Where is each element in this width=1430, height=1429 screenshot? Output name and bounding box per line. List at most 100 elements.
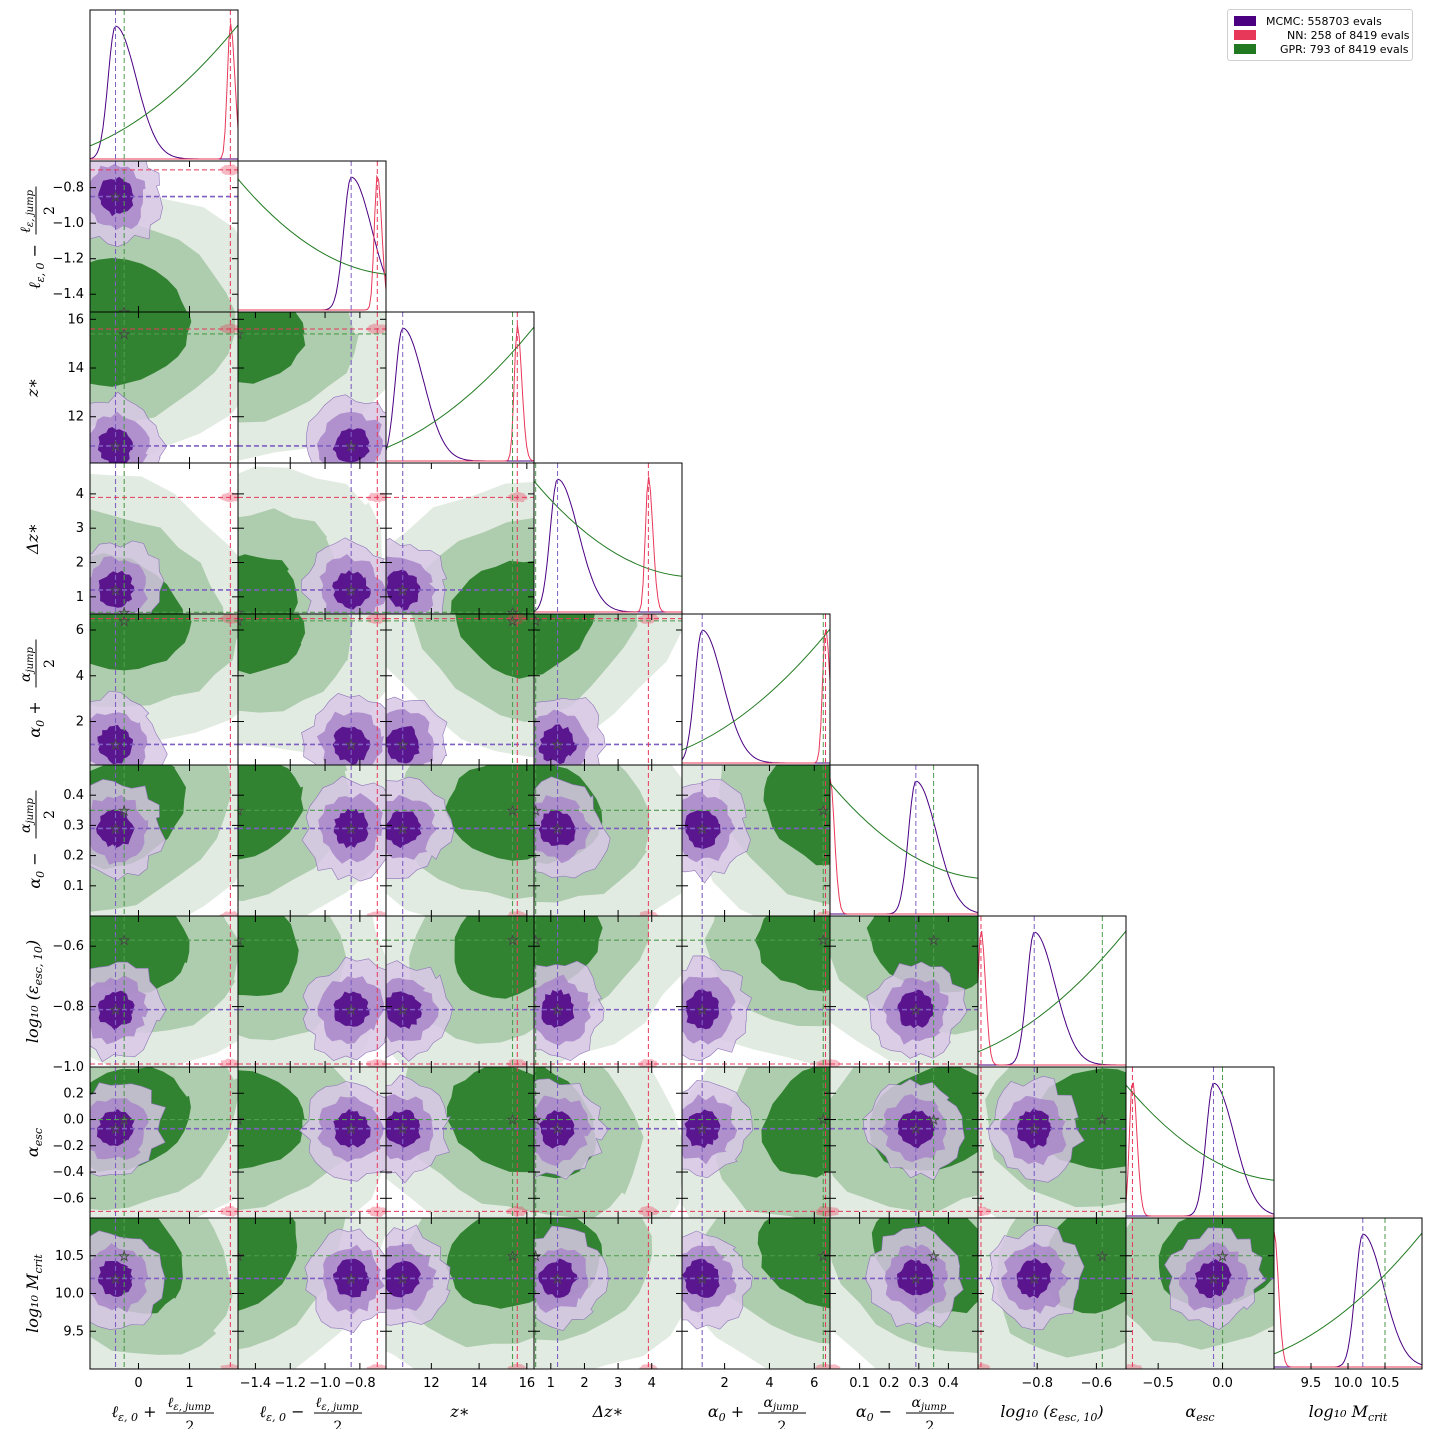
panel-aesc-vs-dz: ☆☆ [529, 1066, 683, 1219]
panel-logm-vs-dz: ☆☆ [529, 1217, 683, 1370]
axis-label-denominator: 2 [42, 810, 58, 819]
x-tick-label: 1 [185, 1376, 193, 1391]
axis-label: z∗ [449, 1402, 469, 1421]
panel-logeps-vs-zstar: ☆☆ [385, 915, 535, 1068]
gpr-best-star: ☆ [232, 803, 245, 819]
mcmc-best-star: ☆ [109, 1003, 122, 1019]
mcmc-marginal [978, 931, 1126, 1066]
y-tick-label: 9.5 [63, 1324, 84, 1339]
gpr-best-star: ☆ [1216, 1249, 1229, 1265]
panel-logeps-vs-adiff: ☆☆ [829, 915, 979, 1068]
gpr-best-star: ☆ [232, 605, 245, 621]
gpr-marginal [978, 930, 1126, 1053]
panel-frame [237, 160, 387, 313]
x-axis-label-dz: Δz∗ [592, 1402, 624, 1421]
mcmc-contour [684, 810, 721, 849]
legend-swatch-mcmc [1234, 16, 1256, 26]
axis-label-numerator: αjump [912, 1395, 947, 1413]
panel-contours: ☆☆ [232, 765, 386, 916]
x-axis-label-asum: α0 + αjump 2 [708, 1395, 806, 1429]
mcmc-best-star: ☆ [345, 1122, 358, 1138]
gpr-contour [455, 614, 534, 679]
gpr-contour [761, 1067, 830, 1178]
y-tick-label: 2 [76, 556, 84, 571]
legend-item-nn: NN: 258 of 8419 evals [1234, 28, 1410, 42]
mcmc-marginal [238, 176, 386, 311]
y-axis-label-adiff: α0 − αjump 2 [18, 790, 58, 889]
axis-label-main: ℓε, 0 + [111, 1402, 156, 1424]
gpr-contour [90, 258, 187, 312]
gpr-best-star: ☆ [118, 614, 131, 630]
panel-contours: ☆☆ [386, 916, 534, 1067]
mcmc-best-star: ☆ [345, 583, 358, 599]
x-tick-label: 2 [720, 1376, 728, 1391]
nn-contour [815, 910, 830, 916]
gpr-best-star: ☆ [817, 1249, 830, 1265]
y-axis-label-ldiff: ℓε, 0 − ℓε, jump 2 [18, 186, 58, 289]
panel-logm-vs-aesc: ☆☆ [1125, 1217, 1275, 1370]
axis-label-numerator: αjump [764, 1395, 799, 1413]
x-tick-label: 4 [765, 1376, 773, 1391]
axis-label-numerator: αjump [18, 646, 36, 681]
y-tick-label: 2 [76, 715, 84, 730]
nn-contour [830, 1058, 841, 1067]
nn-contour [815, 1058, 830, 1067]
x-axis-label-adiff: α0 − αjump 2 [856, 1395, 954, 1429]
panel-aesc-vs-zstar: ☆☆ [385, 1066, 535, 1219]
nn-contour [219, 1058, 238, 1067]
panel-aesc-vs-adiff: ☆☆ [829, 1066, 979, 1219]
axis-label-numerator: ℓε, jump [168, 1395, 212, 1413]
y-tick-label: 0.3 [63, 818, 84, 833]
mcmc-best-star: ☆ [109, 1271, 122, 1287]
gpr-contour [238, 765, 304, 860]
axis-label: Δz∗ [23, 523, 42, 555]
axis-label: z∗ [23, 378, 42, 398]
panel-contours: ☆☆ [90, 916, 238, 1067]
y-tick-label: 16 [67, 312, 84, 327]
panel-contours: ☆☆ [90, 161, 238, 312]
x-tick-label: 14 [471, 1376, 488, 1391]
panel-logeps-vs-asum: ☆☆ [681, 915, 831, 1068]
mcmc-best-star: ☆ [109, 737, 122, 753]
y-tick-label: 3 [76, 521, 84, 536]
y-tick-label: 14 [67, 361, 84, 376]
x-tick-label: 0.0 [1212, 1376, 1233, 1391]
gpr-best-star: ☆ [1096, 1113, 1109, 1129]
marginal-logm [1273, 1217, 1423, 1370]
gpr-best-star: ☆ [232, 933, 245, 949]
marginal-curves [1274, 1218, 1422, 1369]
panel-contours: ☆☆ [386, 765, 534, 916]
y-tick-label: −0.2 [52, 1139, 84, 1154]
y-tick-label: −1.0 [52, 216, 84, 231]
panel-contours: ☆☆ [978, 1218, 1126, 1369]
x-axis-label-logeps: log₁₀ (εesc, 10) [1000, 1402, 1103, 1424]
y-axis-label-logeps: log₁₀ (εesc, 10) [23, 940, 45, 1043]
panel-logeps-vs-ldiff: ☆☆ [232, 915, 387, 1068]
gpr-marginal [386, 326, 534, 449]
panel-logm-vs-ldiff: ☆☆ [237, 1217, 387, 1370]
gpr-contour [238, 916, 299, 996]
nn-contour [830, 1364, 841, 1369]
mcmc-marginal [830, 780, 978, 915]
panel-dz-vs-ldiff: ☆☆ [232, 462, 387, 621]
panel-contours: ☆☆ [682, 1218, 830, 1369]
gpr-contour [238, 1218, 298, 1311]
y-tick-label: −0.4 [52, 1165, 84, 1180]
y-tick-label: −0.8 [52, 1000, 84, 1015]
marginal-curves [978, 916, 1126, 1067]
mcmc-best-star: ☆ [696, 821, 709, 837]
gpr-best-star: ☆ [529, 1249, 542, 1265]
panel-contours: ☆☆ [238, 1218, 386, 1369]
mcmc-marginal [534, 478, 682, 613]
y-tick-label: −1.0 [52, 1060, 84, 1075]
panel-dz-vs-zstar: ☆☆ [385, 462, 535, 615]
mcmc-contour [97, 990, 135, 1031]
marginal-curves [682, 614, 830, 765]
mcmc-best-star: ☆ [910, 1271, 923, 1287]
nn-contour [220, 1363, 238, 1369]
gpr-contour [238, 554, 298, 614]
gpr-best-star: ☆ [529, 1113, 542, 1129]
mcmc-best-star: ☆ [345, 1003, 358, 1019]
gpr-best-star: ☆ [118, 605, 131, 621]
gpr-best-star: ☆ [506, 1113, 519, 1129]
